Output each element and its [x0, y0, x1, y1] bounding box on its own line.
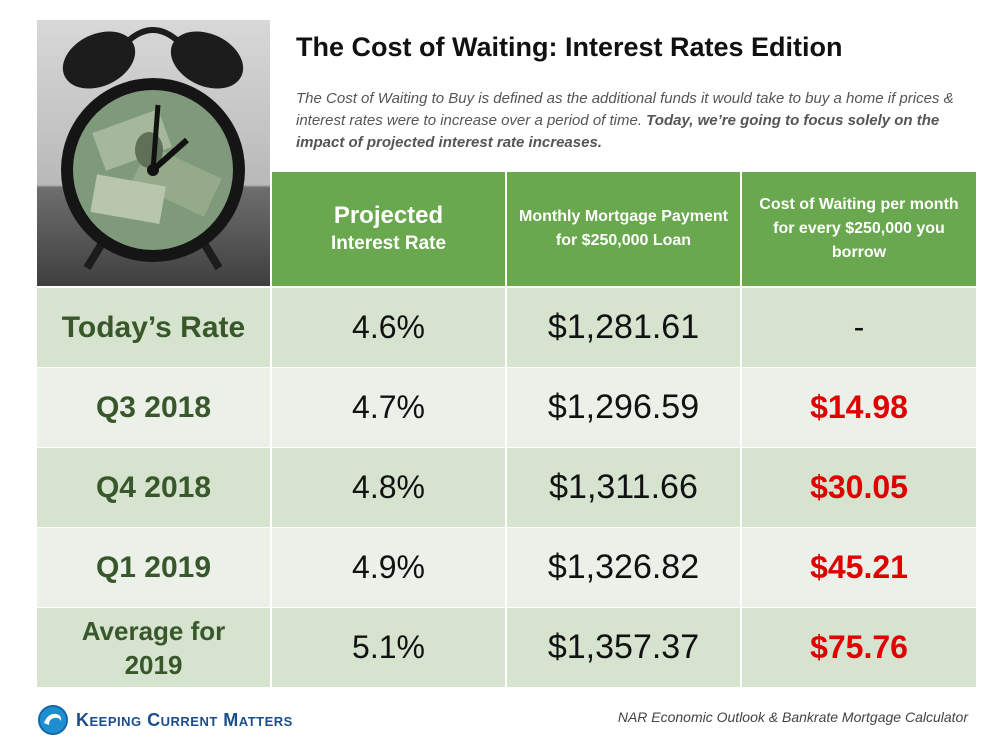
header-cost-of-waiting: Cost of Waiting per month for every $250… — [742, 172, 976, 286]
brand-logo: Keeping Current Matters — [38, 705, 293, 735]
cost-cell: $14.98 — [810, 389, 908, 425]
header-cost-of-waiting-label: Cost of Waiting per month for every $250… — [759, 196, 959, 261]
table-row: Average for 2019 5.1% $1,357.37 $75.76 — [37, 608, 976, 687]
page-title: The Cost of Waiting: Interest Rates Edit… — [296, 32, 843, 62]
description-text: The Cost of Waiting to Buy is defined as… — [296, 90, 954, 129]
period-cell: Today’s Rate — [61, 310, 246, 344]
cost-cell: $75.76 — [810, 629, 908, 665]
header-projected-label: Projected — [333, 202, 444, 229]
source-note: NAR Economic Outlook & Bankrate Mortgage… — [617, 709, 968, 725]
table-row: Q1 2019 4.9% $1,326.82 $45.21 — [37, 528, 976, 607]
period-cell: Q4 2018 — [95, 470, 212, 504]
period-cell: Average for 2019 — [81, 615, 226, 680]
rate-cell: 4.7% — [352, 389, 425, 425]
rate-cell: 4.6% — [352, 309, 425, 345]
period-cell: Q1 2019 — [95, 550, 212, 584]
alarm-clock-icon — [61, 27, 245, 271]
header-projected-rate: Projected Interest Rate — [272, 172, 505, 286]
payment-cell: $1,326.82 — [547, 548, 700, 586]
alarm-clock-photo — [37, 20, 270, 286]
rate-cell: 4.9% — [352, 549, 425, 585]
payment-cell: $1,357.37 — [547, 628, 700, 666]
table-row: Q3 2018 4.7% $1,296.59 $14.98 — [37, 368, 976, 447]
rate-cell: 4.8% — [352, 469, 425, 505]
wave-swirl-logo-icon — [38, 705, 68, 735]
payment-cell: $1,311.66 — [549, 468, 698, 506]
header-monthly-payment: Monthly Mortgage Payment for $250,000 Lo… — [507, 172, 740, 286]
header-interest-rate-label: Interest Rate — [330, 233, 447, 254]
cost-cell: $45.21 — [810, 549, 908, 585]
payment-cell: $1,281.61 — [547, 308, 700, 346]
header-monthly-payment-label: Monthly Mortgage Payment for $250,000 Lo… — [519, 208, 728, 249]
cost-cell: - — [853, 309, 865, 345]
brand-name: Keeping Current Matters — [76, 709, 293, 730]
period-cell: Q3 2018 — [95, 390, 212, 424]
table-row: Q4 2018 4.8% $1,311.66 $30.05 — [37, 448, 976, 527]
cost-cell: $30.05 — [810, 469, 908, 505]
description: The Cost of Waiting to Buy is defined as… — [296, 88, 976, 154]
rate-cell: 5.1% — [352, 629, 425, 665]
table-row: Today’s Rate 4.6% $1,281.61 - — [37, 288, 976, 367]
description-emphasis: Today, we’re going to focus solely on th… — [296, 112, 940, 151]
payment-cell: $1,296.59 — [547, 388, 700, 426]
